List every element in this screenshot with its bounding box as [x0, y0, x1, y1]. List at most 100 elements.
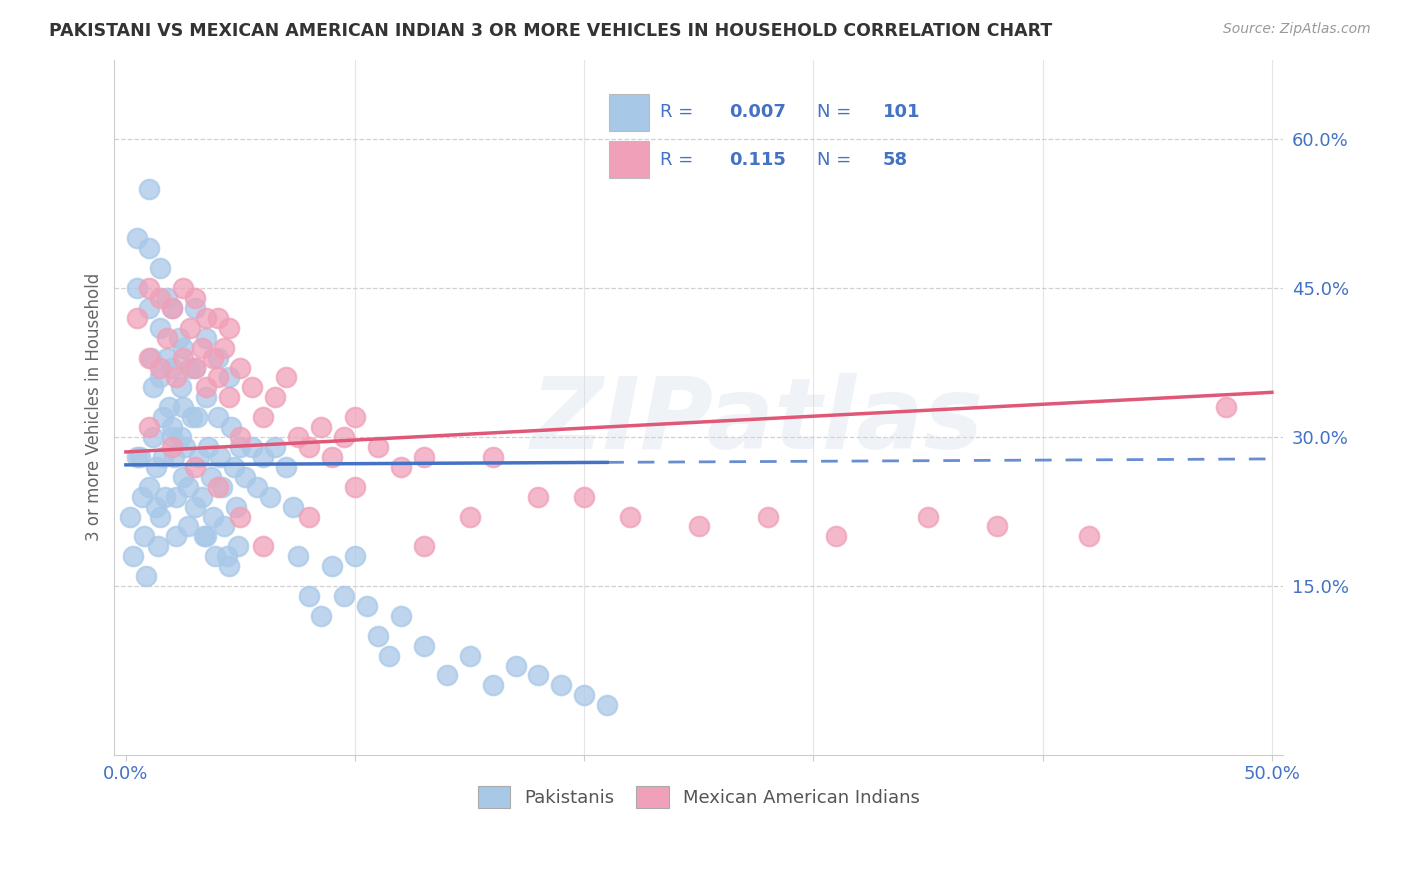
- Point: [145, 500, 167, 514]
- Point: [378, 648, 401, 663]
- Point: [160, 301, 183, 315]
- Point: [596, 698, 619, 713]
- Point: [412, 539, 434, 553]
- Point: [149, 370, 172, 384]
- Point: [211, 480, 233, 494]
- Point: [152, 450, 174, 464]
- Point: [505, 658, 527, 673]
- Point: [221, 420, 243, 434]
- Point: [127, 310, 149, 325]
- Point: [458, 509, 481, 524]
- Point: [321, 559, 343, 574]
- Point: [195, 310, 218, 325]
- Point: [183, 291, 205, 305]
- Point: [172, 401, 194, 415]
- Point: [283, 500, 305, 514]
- Point: [153, 490, 176, 504]
- Point: [321, 450, 343, 464]
- Point: [167, 331, 190, 345]
- Point: [127, 231, 149, 245]
- Point: [309, 608, 332, 623]
- Point: [229, 430, 252, 444]
- Point: [172, 470, 194, 484]
- Point: [142, 380, 165, 394]
- Text: PAKISTANI VS MEXICAN AMERICAN INDIAN 3 OR MORE VEHICLES IN HOUSEHOLD CORRELATION: PAKISTANI VS MEXICAN AMERICAN INDIAN 3 O…: [49, 22, 1053, 40]
- Legend: Pakistanis, Mexican American Indians: Pakistanis, Mexican American Indians: [471, 779, 928, 815]
- Point: [128, 450, 150, 464]
- Point: [149, 291, 172, 305]
- Point: [134, 529, 156, 543]
- Point: [226, 539, 249, 553]
- Text: 58: 58: [883, 151, 908, 169]
- Point: [527, 490, 550, 504]
- Point: [225, 500, 247, 514]
- Point: [157, 401, 180, 415]
- Text: 101: 101: [883, 103, 920, 121]
- Point: [186, 410, 208, 425]
- Point: [276, 459, 298, 474]
- Point: [298, 509, 321, 524]
- Point: [190, 490, 212, 504]
- Point: [193, 529, 215, 543]
- Point: [207, 310, 229, 325]
- Point: [229, 509, 252, 524]
- Point: [195, 331, 218, 345]
- Point: [160, 420, 183, 434]
- Point: [156, 351, 179, 365]
- Point: [436, 668, 458, 682]
- Point: [287, 549, 309, 564]
- Point: [138, 351, 160, 365]
- Point: [138, 281, 160, 295]
- Point: [240, 380, 263, 394]
- Point: [149, 261, 172, 276]
- Point: [986, 519, 1008, 533]
- Point: [149, 320, 172, 334]
- Point: [527, 668, 550, 682]
- Point: [298, 440, 321, 454]
- Point: [160, 301, 183, 315]
- Point: [204, 549, 226, 564]
- Point: [183, 360, 205, 375]
- Point: [183, 360, 205, 375]
- Point: [222, 459, 245, 474]
- Point: [179, 360, 201, 375]
- Point: [1215, 401, 1237, 415]
- Point: [344, 549, 367, 564]
- Point: [229, 360, 252, 375]
- Point: [195, 529, 218, 543]
- Point: [208, 450, 231, 464]
- Point: [127, 450, 149, 464]
- Point: [145, 459, 167, 474]
- Point: [138, 301, 160, 315]
- Point: [233, 470, 256, 484]
- Text: R =: R =: [659, 103, 699, 121]
- Point: [245, 480, 267, 494]
- Point: [149, 509, 172, 524]
- Point: [177, 519, 200, 533]
- Point: [481, 678, 503, 692]
- Point: [207, 351, 229, 365]
- Point: [200, 470, 222, 484]
- Point: [201, 351, 224, 365]
- Point: [188, 450, 211, 464]
- Point: [201, 509, 224, 524]
- Point: [165, 370, 187, 384]
- Point: [389, 608, 412, 623]
- Point: [160, 360, 183, 375]
- Point: [756, 509, 779, 524]
- Point: [218, 559, 240, 574]
- Text: R =: R =: [659, 151, 699, 169]
- Point: [412, 450, 434, 464]
- Point: [688, 519, 710, 533]
- Point: [240, 440, 263, 454]
- Point: [138, 480, 160, 494]
- Point: [152, 410, 174, 425]
- Point: [367, 629, 389, 643]
- Point: [172, 351, 194, 365]
- Point: [276, 370, 298, 384]
- Point: [574, 490, 596, 504]
- Point: [263, 390, 285, 404]
- Text: Source: ZipAtlas.com: Source: ZipAtlas.com: [1223, 22, 1371, 37]
- Point: [170, 380, 193, 394]
- Point: [389, 459, 412, 474]
